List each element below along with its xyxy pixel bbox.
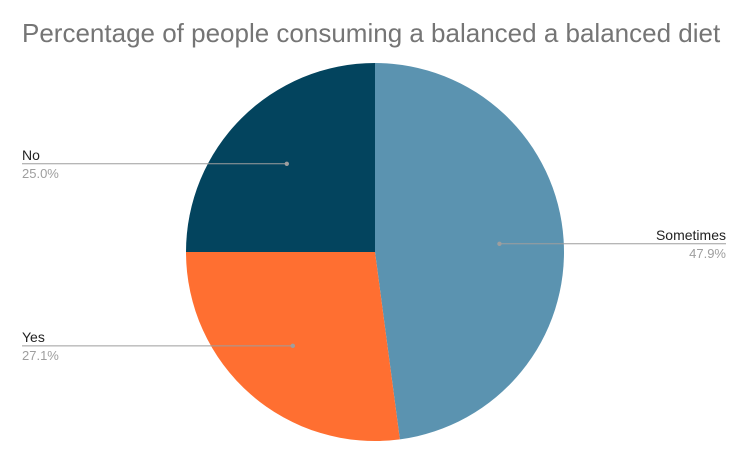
slice-value-no: 25.0%: [22, 166, 59, 181]
chart-title: Percentage of people consuming a balance…: [22, 18, 721, 48]
leader-dot-sometimes: [497, 241, 502, 246]
slice-value-yes: 27.1%: [22, 348, 59, 363]
slice-label-sometimes: Sometimes: [656, 227, 726, 243]
slice-value-sometimes: 47.9%: [689, 246, 726, 261]
slice-label-yes: Yes: [22, 329, 45, 345]
leader-dot-yes: [290, 343, 296, 349]
leader-dot-no: [284, 161, 289, 166]
pie-slices: [186, 63, 565, 442]
pie-labels: Sometimes 47.9% Yes 27.1% No 25.0%: [22, 147, 726, 363]
pie-slice-sometimes[interactable]: [375, 63, 565, 440]
slice-label-no: No: [22, 147, 40, 163]
pie-slice-no[interactable]: [186, 63, 375, 252]
